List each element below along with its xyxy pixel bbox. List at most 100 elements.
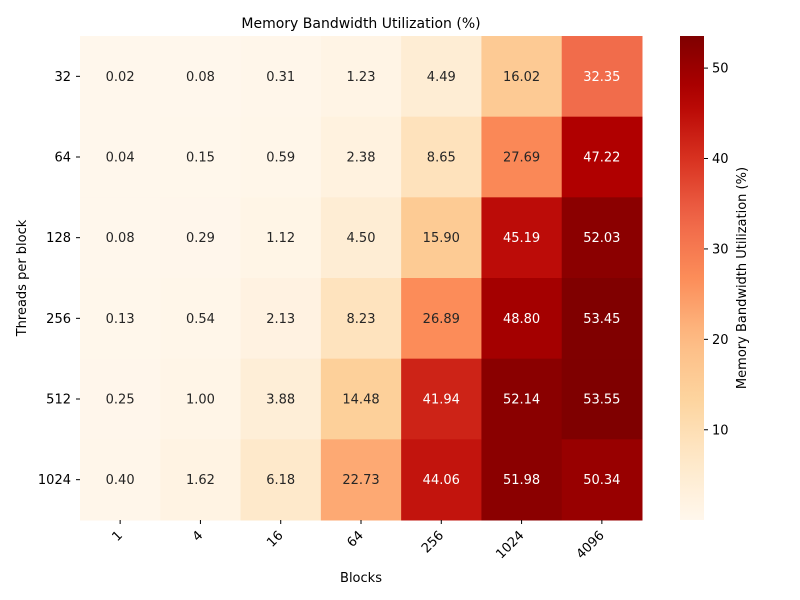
cell-value-label: 50.34 xyxy=(583,473,620,488)
cell-value-label: 1.12 xyxy=(266,231,295,246)
cell-value-label: 1.23 xyxy=(347,70,376,85)
heatmap-cells: 0.02 0.08 0.31 1.23 4.49 16.02 32.35 0.04 0.15 0.… xyxy=(80,36,643,521)
cell-value-label: 1.62 xyxy=(186,473,215,488)
heatmap-cell xyxy=(320,278,402,360)
x-tick-label: 4 xyxy=(190,528,206,544)
y-tick-label: 512 xyxy=(46,393,71,408)
colorbar-tick-label: 50 xyxy=(712,62,729,77)
cell-value-label: 47.22 xyxy=(583,151,620,166)
y-axis-label: Threads per block xyxy=(15,219,30,337)
colorbar-tick-label: 10 xyxy=(712,423,729,438)
cell-value-label: 0.08 xyxy=(186,70,215,85)
heatmap-cell xyxy=(401,197,482,279)
cell-value-label: 0.54 xyxy=(186,312,215,327)
cell-value-label: 0.29 xyxy=(186,231,215,246)
heatmap-cell xyxy=(561,116,643,198)
cell-value-label: 3.88 xyxy=(266,393,295,408)
cell-value-label: 2.13 xyxy=(266,312,295,327)
x-tick-label: 64 xyxy=(345,528,367,550)
cell-value-label: 4.50 xyxy=(347,231,376,246)
cell-value-label: 0.40 xyxy=(106,473,135,488)
cell-value-label: 53.55 xyxy=(583,393,620,408)
heatmap-cell xyxy=(401,36,482,118)
cell-value-label: 0.31 xyxy=(266,70,295,85)
heatmap-cell xyxy=(240,116,322,198)
cell-value-label: 48.80 xyxy=(503,312,540,327)
heatmap-cell xyxy=(481,36,563,118)
cell-value-label: 41.94 xyxy=(423,393,460,408)
heatmap-cell xyxy=(160,116,242,198)
x-tick-label: 4096 xyxy=(574,528,608,562)
heatmap-cell xyxy=(401,439,482,521)
heatmap-cell xyxy=(240,439,322,521)
cell-value-label: 52.14 xyxy=(503,393,540,408)
cell-value-label: 14.48 xyxy=(342,393,379,408)
y-tick-label: 256 xyxy=(46,312,71,327)
heatmap-cell xyxy=(401,278,482,360)
cell-value-label: 8.23 xyxy=(347,312,376,327)
heatmap-cell xyxy=(80,439,161,521)
x-tick-label: 16 xyxy=(264,528,286,550)
cell-value-label: 52.03 xyxy=(583,231,620,246)
heatmap-cell xyxy=(481,358,563,440)
heatmap-cell xyxy=(240,278,322,360)
heatmap-cell xyxy=(481,116,563,198)
cell-value-label: 4.49 xyxy=(427,70,456,85)
cell-value-label: 26.89 xyxy=(423,312,460,327)
heatmap-cell xyxy=(240,358,322,440)
cell-value-label: 22.73 xyxy=(342,473,379,488)
heatmap-cell xyxy=(561,358,643,440)
heatmap-cell xyxy=(481,278,563,360)
heatmap-cell xyxy=(320,197,402,279)
heatmap-cell xyxy=(320,439,402,521)
heatmap-cell xyxy=(80,36,161,118)
cell-value-label: 32.35 xyxy=(583,70,620,85)
colorbar-label: Memory Bandwidth Utilization (%) xyxy=(735,167,750,389)
x-axis-label: Blocks xyxy=(340,571,382,586)
x-tick-label: 1 xyxy=(110,528,126,544)
heatmap-cell xyxy=(160,278,242,360)
cell-value-label: 27.69 xyxy=(503,151,540,166)
colorbar-tick-label: 40 xyxy=(712,152,729,167)
y-axis: 32 64 128 256 512 1024 xyxy=(38,70,80,488)
cell-value-label: 0.25 xyxy=(106,393,135,408)
y-tick-label: 64 xyxy=(54,151,71,166)
cell-value-label: 0.04 xyxy=(106,151,135,166)
heatmap-cell xyxy=(481,197,563,279)
colorbar-ticks: 10 20 30 40 50 xyxy=(704,62,729,438)
y-tick-label: 1024 xyxy=(38,473,71,488)
heatmap-cell xyxy=(401,358,482,440)
heatmap-cell xyxy=(80,358,161,440)
cell-value-label: 1.00 xyxy=(186,393,215,408)
y-tick-label: 128 xyxy=(46,231,71,246)
cell-value-label: 51.98 xyxy=(503,473,540,488)
heatmap-cell xyxy=(561,197,643,279)
colorbar-tick-label: 30 xyxy=(712,242,729,257)
cell-value-label: 0.59 xyxy=(266,151,295,166)
cell-value-label: 8.65 xyxy=(427,151,456,166)
cell-value-label: 53.45 xyxy=(583,312,620,327)
x-tick-label: 1024 xyxy=(493,528,527,562)
heatmap-cell xyxy=(80,278,161,360)
x-tick-label: 256 xyxy=(419,528,447,556)
colorbar xyxy=(680,36,704,520)
heatmap-cell xyxy=(80,197,161,279)
chart-title: Memory Bandwidth Utilization (%) xyxy=(241,16,480,32)
colorbar-tick-label: 20 xyxy=(712,333,729,348)
cell-value-label: 0.02 xyxy=(106,70,135,85)
heatmap-cell xyxy=(160,36,242,118)
cell-value-label: 16.02 xyxy=(503,70,540,85)
heatmap-cell xyxy=(160,439,242,521)
cell-value-label: 15.90 xyxy=(423,231,460,246)
heatmap-cell xyxy=(240,197,322,279)
heatmap-cell xyxy=(481,439,563,521)
cell-value-label: 0.15 xyxy=(186,151,215,166)
heatmap-cell xyxy=(320,116,402,198)
cell-value-label: 44.06 xyxy=(423,473,460,488)
cell-value-label: 2.38 xyxy=(347,151,376,166)
heatmap-cell xyxy=(401,116,482,198)
heatmap-cell xyxy=(320,358,402,440)
cell-value-label: 45.19 xyxy=(503,231,540,246)
heatmap-cell xyxy=(160,358,242,440)
